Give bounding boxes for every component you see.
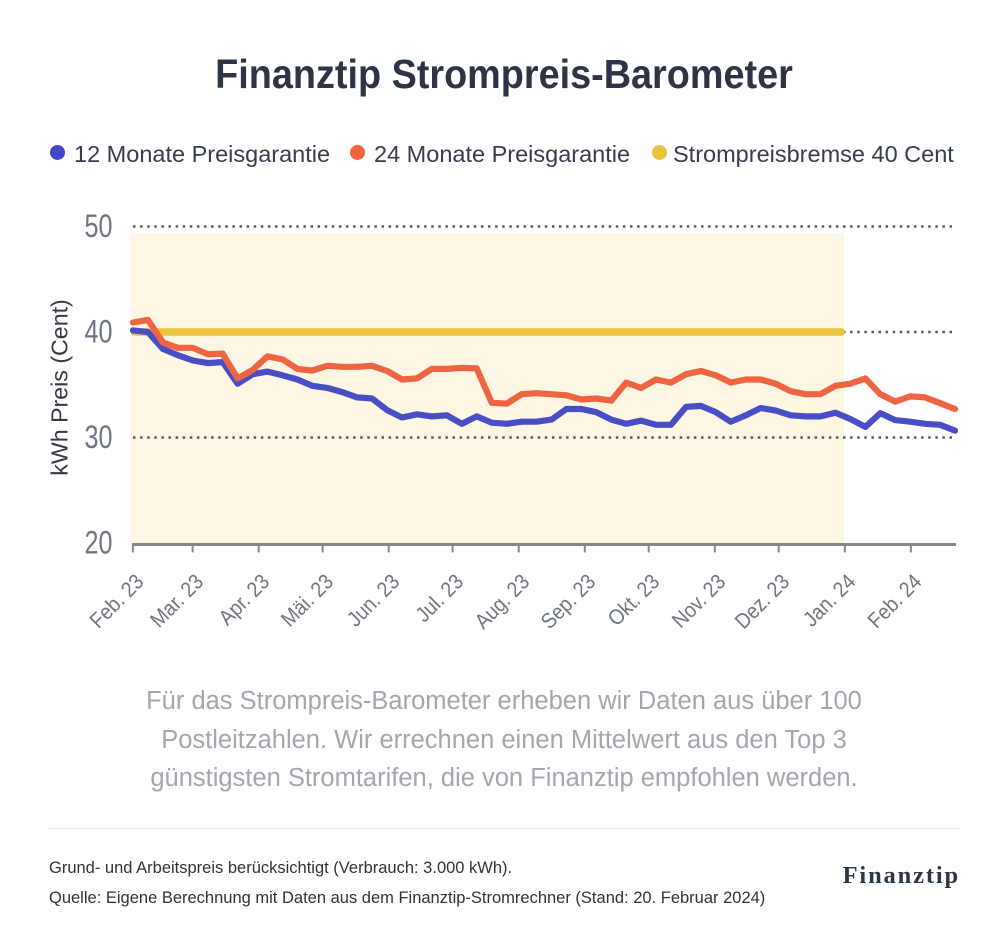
- svg-text:Dez. 23: Dez. 23: [730, 570, 794, 634]
- svg-text:Feb. 24: Feb. 24: [863, 570, 926, 633]
- svg-text:40: 40: [85, 313, 113, 349]
- svg-text:Jan. 24: Jan. 24: [799, 570, 861, 632]
- svg-text:20: 20: [85, 524, 113, 560]
- svg-text:Jul. 23: Jul. 23: [411, 570, 468, 627]
- svg-text:Feb. 23: Feb. 23: [85, 570, 148, 633]
- svg-text:Aug. 23: Aug. 23: [470, 570, 534, 634]
- svg-text:kWh Preis (Cent): kWh Preis (Cent): [47, 299, 73, 476]
- svg-text:30: 30: [85, 419, 113, 455]
- svg-text:Sep. 23: Sep. 23: [536, 570, 600, 634]
- svg-text:Nov. 23: Nov. 23: [667, 570, 730, 633]
- svg-text:Jun. 23: Jun. 23: [342, 570, 404, 632]
- svg-text:Apr. 23: Apr. 23: [214, 570, 274, 630]
- svg-text:Mäi. 23: Mäi. 23: [276, 570, 338, 632]
- svg-text:Okt. 23: Okt. 23: [603, 570, 664, 631]
- svg-text:Mar. 23: Mar. 23: [146, 570, 209, 633]
- svg-text:50: 50: [85, 208, 113, 244]
